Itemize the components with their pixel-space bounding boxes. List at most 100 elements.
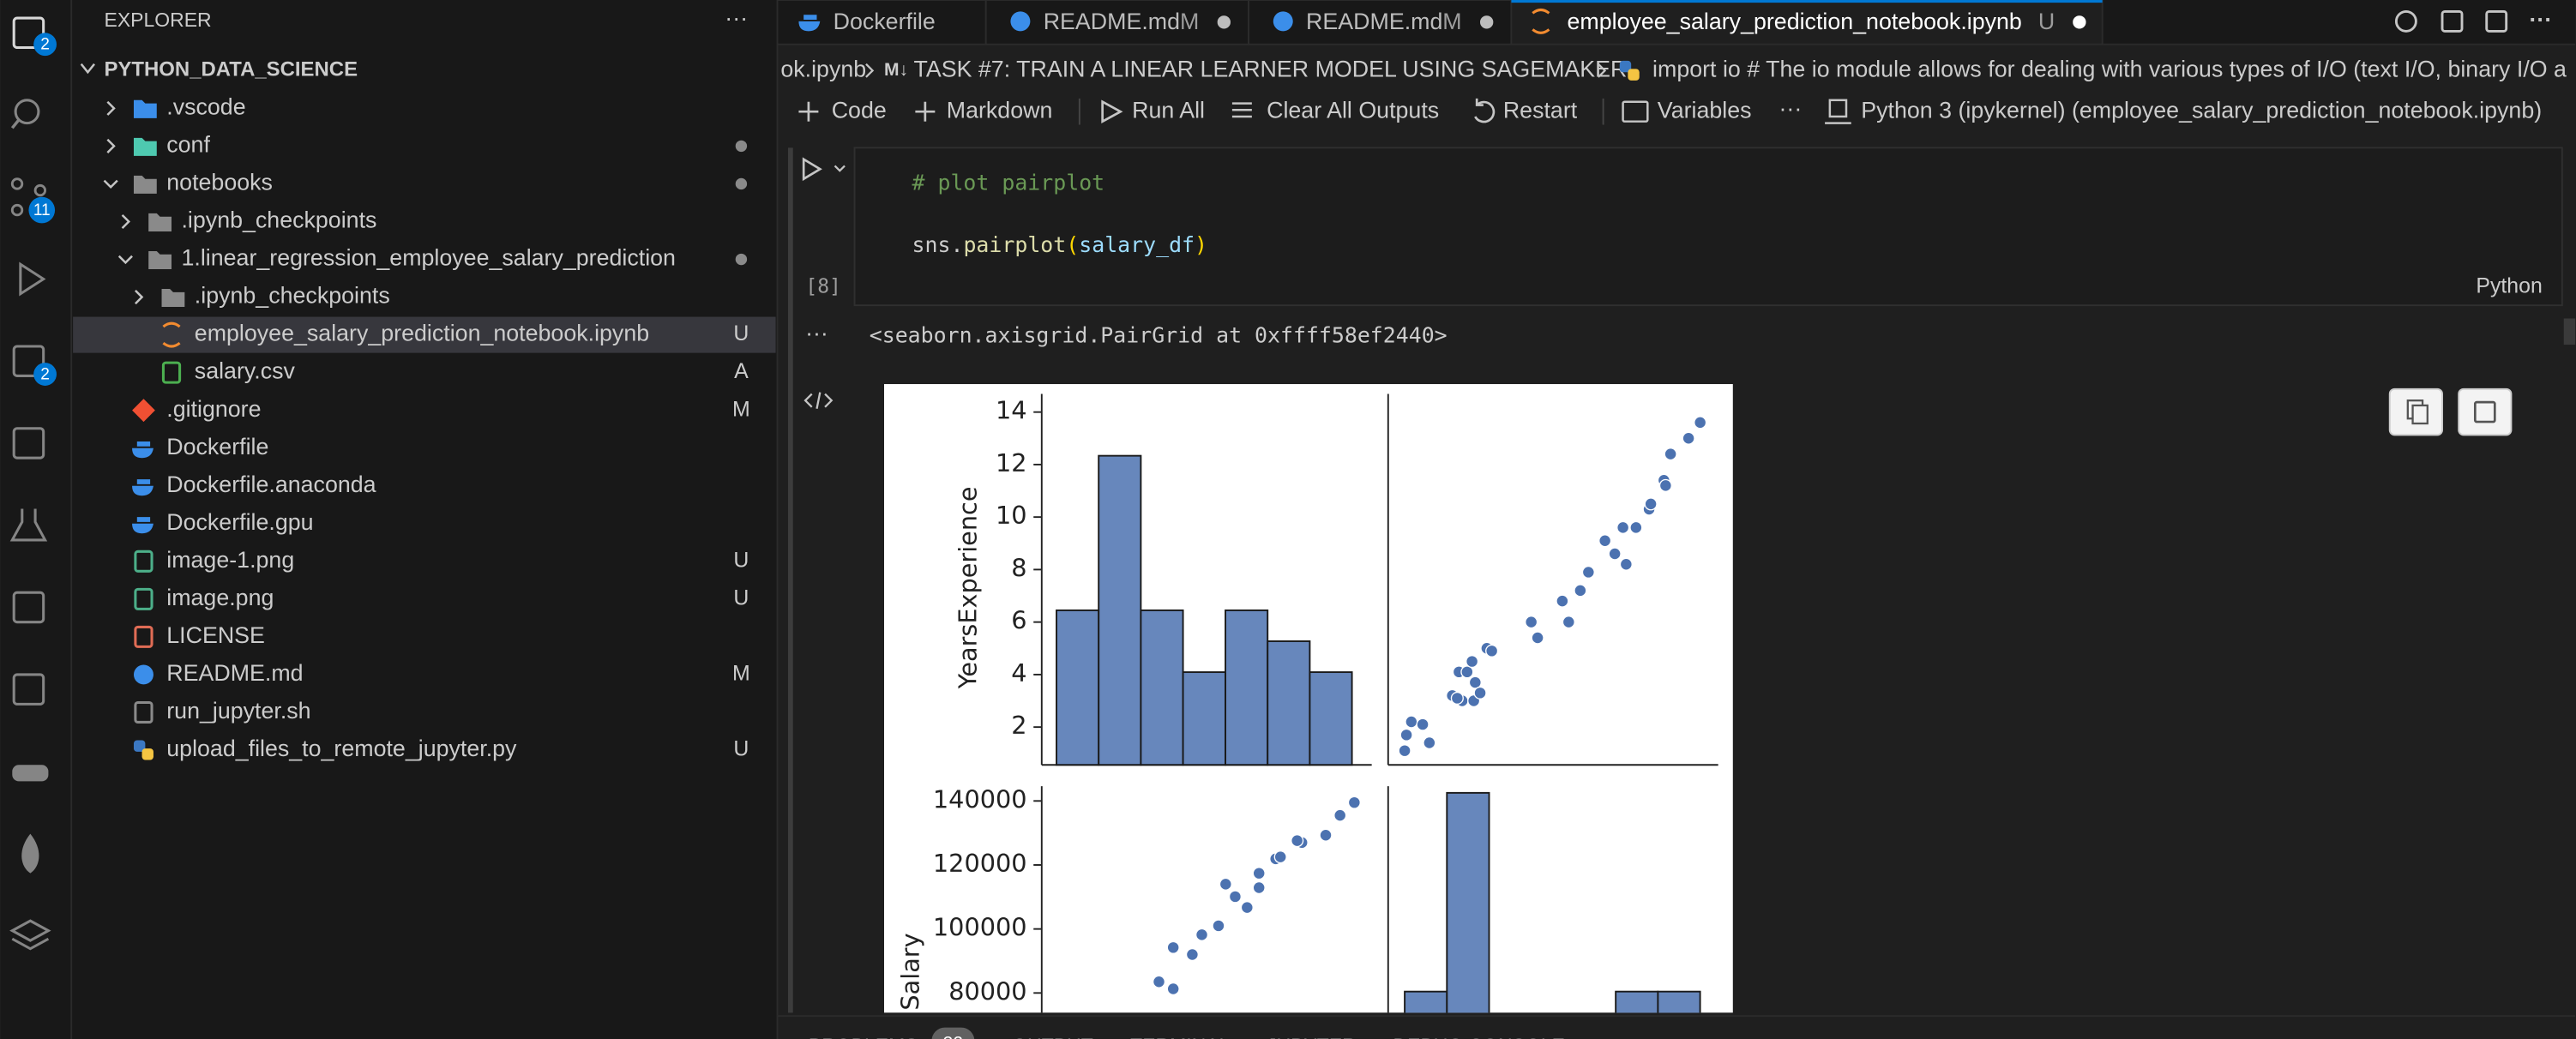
y-tick-label: 4 (1011, 658, 1026, 688)
sidebar (71, 0, 778, 1039)
tree-item[interactable]: notebooks (166, 170, 273, 195)
tree-item[interactable]: upload_files_to_remote_jupyter.py (166, 736, 517, 761)
tree-item[interactable]: run_jupyter.sh (166, 698, 310, 724)
panel-tab[interactable]: DEBUG CONSOLE (1393, 1035, 1565, 1039)
scatter-point (1347, 796, 1361, 809)
activity-icon[interactable] (12, 345, 45, 377)
tab-label[interactable]: README.md (1044, 9, 1180, 34)
tab-label[interactable]: README.md (1306, 9, 1442, 34)
activity-icon[interactable] (10, 99, 40, 129)
output-action[interactable] (2458, 387, 2513, 436)
toolbar-button[interactable]: Restart (1503, 97, 1578, 123)
tab-label[interactable]: employee_salary_prediction_notebook.ipyn… (1567, 9, 2021, 34)
tab-label[interactable]: Dockerfile (834, 9, 936, 34)
toolbar-button[interactable]: Run All (1132, 97, 1205, 123)
code-token: ( (1066, 232, 1079, 257)
icon-shape[interactable] (803, 392, 834, 409)
tab[interactable] (1510, 0, 2104, 45)
chevron[interactable] (135, 290, 144, 305)
icon-shape (12, 591, 45, 624)
selected-row (73, 316, 776, 353)
activity-icon[interactable] (12, 591, 45, 624)
breadcrumb-item[interactable]: import io # The io module allows for dea… (1652, 56, 2567, 81)
tree-item[interactable]: .vscode (166, 93, 245, 119)
tree-item[interactable]: Dockerfile.anaconda (166, 471, 376, 497)
activity-icon[interactable] (9, 508, 48, 542)
histogram-bar (1182, 671, 1226, 766)
editor-action[interactable] (2441, 9, 2464, 33)
scatter-point (1166, 940, 1180, 954)
panel-tab[interactable]: OUTPUT (1012, 1035, 1092, 1039)
tree-item[interactable]: employee_salary_prediction_notebook.ipyn… (195, 321, 649, 346)
tree-item[interactable]: image-1.png (166, 547, 294, 573)
toolbar-button[interactable]: Markdown (947, 97, 1053, 123)
tree-item[interactable]: .ipynb_checkpoints (181, 207, 376, 233)
chevron[interactable] (103, 179, 118, 189)
panel-tab[interactable]: JUPYTER (1267, 1035, 1357, 1039)
scatter-point (1664, 447, 1677, 461)
activity-icon[interactable] (12, 765, 49, 782)
scatter-point (1616, 520, 1630, 534)
tree-item[interactable]: .ipynb_checkpoints (195, 283, 390, 309)
output-text: <seaborn.axisgrid.PairGrid at 0xffff58ef… (870, 323, 1447, 348)
run-cell-button[interactable] (802, 157, 822, 182)
icon-shape (1101, 99, 1123, 123)
tree-item[interactable]: Dockerfile (166, 434, 268, 459)
tree-item[interactable]: LICENSE (166, 622, 265, 648)
chevron[interactable] (106, 138, 116, 153)
chevron[interactable] (834, 165, 846, 172)
dirty-dot[interactable] (1480, 15, 1494, 29)
badge (931, 1027, 975, 1039)
scatter-point (1644, 497, 1658, 511)
toolbar-button[interactable]: ··· (1779, 95, 1803, 121)
dirty-dot[interactable] (1217, 15, 1231, 29)
activity-icon[interactable] (19, 261, 46, 297)
scatter-point (1319, 828, 1333, 842)
panel-tab[interactable]: PROBLEMS (809, 1035, 918, 1039)
chevron[interactable] (117, 255, 133, 265)
toolbar-button[interactable]: Variables (1658, 97, 1752, 123)
workspace-root[interactable]: PYTHON_DATA_SCIENCE (105, 58, 358, 81)
activity-icon[interactable] (12, 16, 45, 50)
y-tick-label: 6 (1011, 606, 1026, 635)
scatter-point (1219, 877, 1232, 891)
breadcrumb-item[interactable]: TASK #7: TRAIN A LINEAR LEARNER MODEL US… (913, 56, 1627, 81)
activity-icon[interactable] (12, 427, 45, 459)
explorer-more[interactable]: ··· (725, 5, 748, 31)
kernel-picker[interactable]: Python 3 (ipykernel) (employee_salary_pr… (1861, 97, 2542, 123)
activity-icon[interactable] (10, 177, 47, 217)
toolbar-button[interactable]: Code (832, 97, 887, 123)
editor-action[interactable]: ··· (2530, 7, 2553, 33)
badge-count: 2 (40, 36, 50, 54)
tree-item[interactable]: conf (166, 131, 210, 157)
output-more[interactable]: ··· (805, 321, 828, 346)
cell-language[interactable]: Python (2476, 274, 2542, 298)
file-icon (134, 625, 153, 648)
breadcrumb-icon: M↓ (884, 60, 908, 80)
scatter-point (1423, 736, 1436, 750)
scatter-point (1185, 947, 1199, 962)
file-icon (161, 361, 182, 384)
panel-tab[interactable]: TERMINAL (1130, 1035, 1230, 1039)
activity-icon[interactable] (9, 919, 51, 951)
tree-item[interactable]: Dockerfile.gpu (166, 509, 313, 535)
chevron[interactable] (106, 100, 116, 116)
tree-item[interactable]: README.md (166, 660, 303, 686)
tree-item[interactable]: .gitignore (166, 396, 261, 422)
activity-icon[interactable] (12, 673, 45, 706)
file-icon (148, 213, 172, 231)
tree-item[interactable]: image.png (166, 585, 274, 610)
toolbar-button[interactable]: Clear All Outputs (1267, 97, 1439, 123)
dirty-dot[interactable] (2073, 15, 2086, 29)
chevron[interactable] (121, 213, 130, 230)
tree-item[interactable]: salary.csv (195, 358, 296, 384)
tree-item[interactable]: 1.linear_regression_employee_salary_pred… (181, 245, 675, 271)
code-line: sns.pairplot(salary_df) (912, 232, 1208, 257)
breadcrumb-item[interactable]: ok.ipynb (780, 56, 866, 81)
editor-action[interactable] (2485, 9, 2508, 33)
icon-shape (10, 118, 21, 129)
editor-action[interactable] (2394, 9, 2417, 33)
activity-icon[interactable] (21, 833, 39, 874)
y-tick-label: 2 (1011, 711, 1026, 740)
scatter-point (1694, 416, 1707, 429)
